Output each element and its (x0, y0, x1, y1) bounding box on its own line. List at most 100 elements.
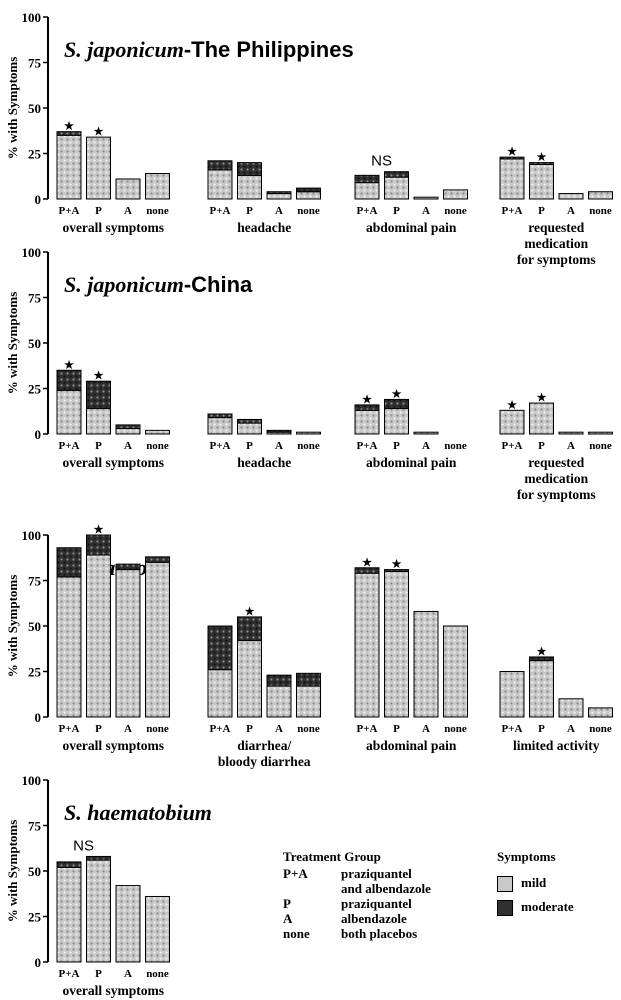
panel3-group2-bar-moderate-0 (207, 625, 233, 671)
panel1-group3-category-label-1: P (393, 205, 400, 217)
panel2-group1-bar-mild-2 (115, 428, 141, 435)
panel3-y-tick-label-75: 75 (28, 574, 42, 589)
panel3-group2-bar-moderate-1 (237, 616, 262, 642)
panel3-group4-category-label-1: P (538, 723, 545, 735)
panel2-group2-category-label-3: none (297, 440, 320, 452)
panel4-y-tick-label-50: 50 (28, 864, 41, 879)
panel2-group4-bar-mild-3 (588, 431, 613, 435)
panel3-group4-star-1: ★ (537, 646, 547, 658)
panel4-group1-bar-moderate-0 (56, 861, 82, 868)
panel2-group4-bar-mild-2 (558, 431, 584, 435)
panel2-group4-label-line-0: requested (528, 455, 584, 470)
panel2-group2-bar-mild-3 (296, 431, 321, 435)
panel1-y-tick-label-25: 25 (28, 147, 42, 162)
legend-treatment-title: Treatment Group (283, 849, 381, 864)
panel1-group2-bar-moderate-2 (266, 191, 292, 195)
panel3-group4-bar-mild-1 (529, 660, 554, 718)
panel1-group3-category-label-0: P+A (357, 205, 378, 217)
panel1-group2-category-label-3: none (297, 205, 320, 217)
panel2-group4-category-label-0: P+A (502, 440, 523, 452)
panel2-y-tick-label-50: 50 (28, 336, 41, 351)
panel1-title: S. japonicum-The Philippines (64, 37, 354, 62)
panel4-y-tick-label-25: 25 (28, 910, 42, 925)
panel1-group1-bar-mild-0 (56, 134, 82, 200)
panel4-group1-bar-mild-1 (86, 859, 111, 963)
panel2-group3-star-0: ★ (362, 394, 372, 406)
panel2-y-axis-label: % with Symptoms (5, 292, 20, 395)
panel2-group3-bar-mild-2 (413, 431, 439, 435)
panel1-group1-bar-moderate-0 (56, 131, 82, 136)
panel1-group4-label-line-1: medication (524, 236, 588, 251)
panel3-group2-bar-moderate-2 (266, 674, 292, 687)
panel3-group2-star-1: ★ (245, 606, 255, 618)
panel3-group1-bar-moderate-3 (145, 556, 170, 563)
panel1-group3-category-label-2: A (422, 205, 430, 217)
panel2-group4-star-0: ★ (507, 399, 517, 411)
panel2-group3-bar-moderate-1 (384, 398, 409, 410)
panel3-group1-category-label-3: none (146, 723, 169, 735)
panel3-group3-bar-mild-2 (413, 610, 439, 718)
panel4-group1-bar-mild-2 (115, 885, 141, 963)
panel3-group1-label-line-0: overall symptoms (62, 738, 164, 753)
panel3-group4-bar-moderate-1 (529, 656, 554, 662)
panel3-group1-bar-mild-2 (115, 569, 141, 718)
panel2-group1-category-label-2: A (124, 440, 132, 452)
legend-code-none: none (283, 926, 310, 941)
panel2-group2-category-label-2: A (275, 440, 283, 452)
panel1-group4-star-1: ★ (537, 152, 547, 164)
panel3-group4-label-line-0: limited activity (513, 738, 600, 753)
panel2-group1-label-line-0: overall symptoms (62, 455, 164, 470)
panel1-group1-star-0: ★ (64, 121, 74, 133)
panel1-group4-label-line-2: for symptoms (517, 252, 596, 267)
panel2-y-tick-label-100: 100 (22, 245, 42, 260)
panel2-group2-label-line-0: headache (237, 455, 291, 470)
panel2-group3-bar-mild-0 (354, 409, 380, 435)
panel1-group2-bar-mild-2 (266, 193, 292, 200)
panel2-group3-category-label-1: P (393, 440, 400, 452)
panel4-group1-category-label-1: P (95, 968, 102, 980)
panel2-title-rest: -China (184, 272, 253, 297)
panel2-group2-category-label-1: P (246, 440, 253, 452)
panel1-group3-label-line-0: abdominal pain (366, 220, 457, 235)
panel1-group4-category-label-2: A (567, 205, 575, 217)
panel1-group2-bar-moderate-1 (237, 162, 262, 176)
panel2-group1-star-0: ★ (64, 359, 74, 371)
panel1-group2-bar-moderate-3 (296, 187, 321, 193)
panel1-group3-category-label-3: none (444, 205, 467, 217)
panel1-y-axis-label: % with Symptoms (5, 57, 20, 160)
panel2-group1-bar-moderate-0 (56, 369, 82, 391)
panel2-group2-bar-moderate-1 (237, 418, 262, 424)
panel1-group4-star-0: ★ (507, 146, 517, 158)
panel1-group4-bar-mild-1 (529, 163, 554, 200)
panel1-group3-bar-mild-3 (443, 189, 468, 200)
panel4-group1-bar-mild-3 (145, 895, 170, 963)
legend-desc-pa-2: and albendazole (341, 881, 431, 896)
panel1-y-tick-label-100: 100 (22, 10, 42, 25)
panel2-group1-category-label-0: P+A (59, 440, 80, 452)
panel1-group2-bar-mild-3 (296, 191, 321, 200)
panel3-group4-bar-mild-0 (499, 671, 525, 718)
panel1-y-tick-label-75: 75 (28, 56, 42, 71)
panel2-group4-star-1: ★ (537, 392, 547, 404)
panel2-group3-category-label-3: none (444, 440, 467, 452)
panel2-group2-category-label-0: P+A (210, 440, 231, 452)
panel2-group4-category-label-1: P (538, 440, 545, 452)
panel1-group1-category-label-2: A (124, 205, 132, 217)
panel3-group1-category-label-0: P+A (59, 723, 80, 735)
legend-desc-p: praziquantel (341, 896, 412, 911)
panel3-group1-bar-mild-1 (86, 554, 111, 718)
panel4-y-axis-label: % with Symptoms (5, 820, 20, 923)
panel2-group4-bar-mild-0 (499, 409, 525, 435)
panel1-group4-bar-mild-0 (499, 158, 525, 200)
panel2-y-tick-label-25: 25 (28, 382, 42, 397)
panel4-title: S. haematobium (64, 800, 212, 825)
panel3-group2-category-label-3: none (297, 723, 320, 735)
panel2-group3-label-line-0: abdominal pain (366, 455, 457, 470)
legend-code-p: P (283, 896, 291, 911)
panel3-group2-bar-mild-2 (266, 685, 292, 718)
panel1-group2-category-label-1: P (246, 205, 253, 217)
panel2-group1-bar-moderate-2 (115, 424, 141, 430)
panel3-group2-bar-mild-3 (296, 685, 321, 718)
panel3-group1-category-label-2: A (124, 723, 132, 735)
